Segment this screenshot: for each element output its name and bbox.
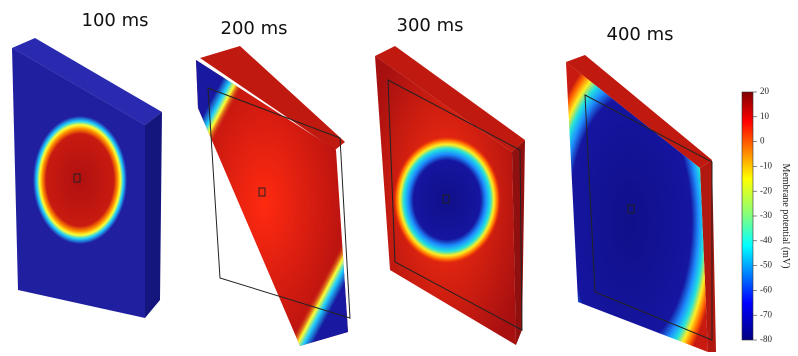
panel-title: 200 ms xyxy=(221,18,288,39)
slab-200ms xyxy=(196,46,350,346)
panel-title: 400 ms xyxy=(607,24,674,45)
slab-100ms xyxy=(12,38,162,318)
colorbar-tick-label: 20 xyxy=(760,86,770,96)
panel-title: 300 ms xyxy=(397,15,464,36)
colorbar-tick-label: -30 xyxy=(760,210,772,220)
activation-disc xyxy=(393,136,501,264)
slab-300ms xyxy=(375,46,525,345)
colorbar: Membrane potential (mV) 20 10 0 -10 -20 -30 -4… xyxy=(742,86,791,344)
colorbar-tick-label: 10 xyxy=(760,111,770,121)
colorbar-label: Membrane potential (mV) xyxy=(780,164,791,269)
colorbar-tick-label: -70 xyxy=(760,309,772,319)
colorbar-tick-label: -80 xyxy=(760,334,772,344)
slab-side xyxy=(145,112,162,318)
colorbar-tick-label: -60 xyxy=(760,284,772,294)
colorbar-tick-label: 0 xyxy=(760,136,765,146)
colorbar-scale xyxy=(742,92,753,340)
colorbar-tick-label: -20 xyxy=(760,185,772,195)
figure: 100 ms 200 ms 300 ms 400 ms Membrane pot… xyxy=(0,0,798,356)
slab-400ms xyxy=(566,55,716,352)
panel-title: 100 ms xyxy=(82,10,149,31)
colorbar-tick-label: -50 xyxy=(760,260,772,270)
panel-titles: 100 ms 200 ms 300 ms 400 ms xyxy=(82,10,674,45)
colorbar-tick-label: -40 xyxy=(760,235,772,245)
colorbar-tick-label: -10 xyxy=(760,160,772,170)
